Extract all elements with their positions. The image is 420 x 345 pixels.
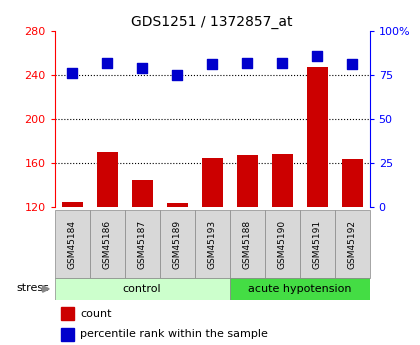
- Text: GSM45193: GSM45193: [207, 219, 217, 269]
- Text: GSM45187: GSM45187: [138, 219, 147, 269]
- Bar: [89, 210, 125, 278]
- Text: GSM45186: GSM45186: [102, 219, 112, 269]
- Text: GSM45188: GSM45188: [243, 219, 252, 269]
- Text: GSM45189: GSM45189: [173, 219, 181, 269]
- Point: [174, 72, 181, 78]
- Bar: [341, 159, 362, 207]
- Bar: [335, 210, 370, 278]
- Bar: [194, 210, 230, 278]
- Bar: [125, 210, 160, 278]
- Bar: [61, 307, 74, 320]
- Point: [69, 70, 76, 76]
- Point: [209, 62, 215, 67]
- Bar: [97, 152, 118, 207]
- Bar: [272, 154, 293, 207]
- Bar: [62, 201, 83, 207]
- Bar: [299, 210, 335, 278]
- Point: [104, 60, 110, 66]
- Bar: [202, 158, 223, 207]
- Bar: [230, 278, 370, 300]
- Bar: [230, 210, 265, 278]
- Bar: [160, 210, 194, 278]
- Point: [349, 62, 355, 67]
- Bar: [131, 179, 152, 207]
- Bar: [55, 278, 230, 300]
- Text: GSM45191: GSM45191: [312, 219, 322, 269]
- Point: [279, 60, 286, 66]
- Bar: [167, 203, 188, 207]
- Bar: [61, 328, 74, 341]
- Text: control: control: [123, 284, 161, 294]
- Bar: [55, 210, 89, 278]
- Bar: [307, 67, 328, 207]
- Point: [244, 60, 250, 66]
- Text: stress: stress: [16, 283, 49, 293]
- Point: [139, 65, 145, 71]
- Text: GSM45184: GSM45184: [68, 219, 76, 269]
- Text: acute hypotension: acute hypotension: [248, 284, 352, 294]
- Bar: [265, 210, 299, 278]
- Text: count: count: [81, 308, 112, 318]
- Point: [314, 53, 320, 58]
- Title: GDS1251 / 1372857_at: GDS1251 / 1372857_at: [131, 14, 293, 29]
- Text: GSM45192: GSM45192: [348, 219, 357, 269]
- Text: GSM45190: GSM45190: [278, 219, 286, 269]
- Bar: [236, 155, 257, 207]
- Text: percentile rank within the sample: percentile rank within the sample: [81, 329, 268, 339]
